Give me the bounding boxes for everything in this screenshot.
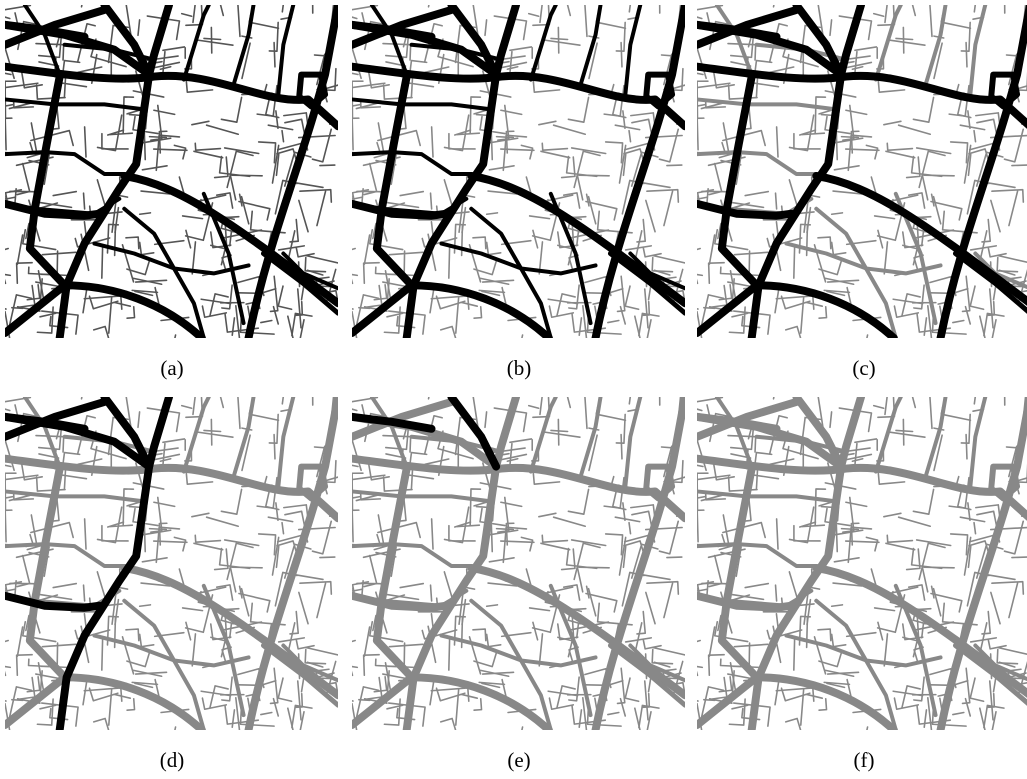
panel-caption: (e) [507, 748, 530, 772]
road-layer [0, 0, 366, 358]
map-panel [0, 368, 366, 751]
panel-caption: (d) [160, 748, 185, 772]
road-layer [352, 397, 685, 730]
road-layer [5, 397, 338, 730]
map-panel [0, 0, 366, 358]
panel-caption: (b) [507, 356, 532, 380]
panel-caption: (f) [854, 748, 875, 772]
panel-caption: (c) [852, 356, 875, 380]
road-layer [5, 5, 338, 338]
road-layer [352, 5, 685, 338]
map-panel [673, 0, 1027, 358]
map-panel [328, 368, 713, 751]
panel-caption: (a) [160, 356, 183, 380]
map-panel [673, 368, 1027, 751]
map-panel [328, 0, 713, 358]
figure: (a) (b) (c) (d) (e) (f) [0, 0, 1027, 774]
panels: (a) (b) (c) (d) (e) (f) [0, 0, 1027, 772]
